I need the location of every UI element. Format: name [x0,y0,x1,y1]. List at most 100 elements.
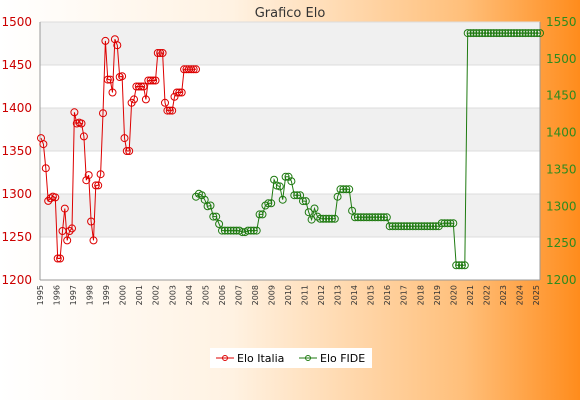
data-point-elo-italia [156,49,165,57]
x-tick-label: 2024 [515,285,524,305]
data-point-elo-fide [252,226,261,235]
data-point-elo-italia [68,224,76,233]
y-left-tick-label: 1500 [1,15,32,29]
x-tick-label: 2003 [168,285,177,305]
x-tick-label: 2018 [416,285,425,305]
x-tick-label: 2001 [135,285,144,305]
data-point-elo-italia [137,82,146,91]
x-tick-label: 2011 [301,285,310,305]
data-point-elo-italia [139,82,148,91]
data-point-elo-italia [189,65,198,74]
data-point-elo-fide [388,222,397,231]
x-tick-label: 2002 [152,285,161,305]
x-tick-label: 1999 [102,285,111,305]
data-point-elo-italia [177,88,186,97]
data-point-elo-italia [125,147,134,155]
data-point-elo-fide [501,29,510,38]
data-point-elo-italia [161,98,169,107]
y-left-tick-label: 1250 [1,230,32,244]
legend-label-elo-fide: Elo FIDE [320,352,365,365]
data-point-elo-italia [168,106,177,115]
data-point-elo-fide [420,222,429,231]
data-point-elo-fide [414,222,423,231]
data-point-elo-fide [348,206,357,215]
x-tick-label: 2007 [234,285,243,305]
data-point-elo-fide [333,192,342,201]
y-left-tick-label: 1450 [1,58,32,72]
data-point-elo-fide [278,195,287,204]
data-point-elo-fide [327,214,336,223]
data-point-elo-fide [498,29,507,38]
y-right-tick-label: 1250 [546,236,577,250]
data-point-elo-italia [151,76,160,85]
data-point-elo-fide [264,199,273,208]
data-point-elo-fide [512,29,521,38]
data-point-elo-italia [82,176,91,185]
y-right-tick-label: 1450 [546,89,577,103]
data-point-elo-fide [258,210,267,219]
data-point-elo-fide [206,201,215,210]
y-left-tick-label: 1400 [1,101,32,115]
data-point-elo-fide [492,29,501,38]
data-point-elo-fide [244,226,252,235]
data-point-elo-fide [452,261,461,270]
data-point-elo-fide [379,213,388,222]
data-point-elo-fide [426,222,435,231]
data-point-elo-fide [475,29,484,38]
x-tick-label: 2014 [350,285,359,305]
data-point-elo-fide [345,185,354,194]
data-point-elo-fide [287,177,296,186]
data-point-elo-fide [530,29,539,38]
data-point-elo-fide [192,192,200,201]
x-tick-label: 2006 [218,285,227,305]
data-point-elo-fide [371,213,380,222]
data-point-elo-fide [275,182,284,191]
data-point-elo-fide [330,214,339,223]
data-point-elo-fide [484,29,492,38]
data-point-elo-fide [457,261,466,270]
data-point-elo-fide [339,185,348,194]
data-point-elo-fide [342,185,351,194]
data-point-elo-fide [209,212,218,221]
x-tick-label: 2005 [201,285,210,305]
data-point-elo-fide [481,29,490,38]
data-point-elo-italia [44,196,53,205]
data-point-elo-fide [518,29,527,38]
y-left-tick-label: 1300 [1,187,32,201]
data-point-elo-italia [103,75,112,84]
data-point-elo-fide [316,214,325,223]
y-right-tick-label: 1550 [546,15,577,29]
data-point-elo-fide [411,222,420,231]
data-point-elo-italia [187,65,196,74]
x-tick-label: 2025 [532,285,541,305]
data-point-elo-fide [437,219,446,228]
data-point-elo-italia [84,171,93,180]
data-point-elo-italia [46,194,55,203]
data-point-elo-italia [192,65,200,74]
data-point-elo-fide [460,261,469,270]
data-point-elo-fide [255,210,264,219]
data-point-elo-fide [423,222,432,231]
data-point-elo-italia [70,108,79,117]
x-tick-label: 2015 [367,285,376,305]
data-point-elo-fide [238,228,247,237]
data-point-elo-fide [443,219,452,228]
data-point-elo-fide [377,213,385,222]
data-point-elo-italia [120,134,129,143]
data-point-elo-fide [429,222,437,231]
data-point-elo-italia [41,164,50,173]
data-point-elo-italia [63,236,72,245]
data-point-elo-italia [118,72,127,81]
data-point-elo-italia [65,227,74,235]
x-tick-label: 2017 [400,285,409,305]
data-point-elo-italia [79,132,88,141]
data-point-elo-fide [362,213,371,222]
data-point-elo-fide [223,226,232,235]
data-point-elo-italia [170,92,179,101]
x-tick-label: 1998 [86,285,95,305]
x-tick-label: 2016 [383,285,392,305]
x-tick-label: 2012 [317,285,326,305]
legend: Elo Italia Elo FIDE [210,348,372,368]
